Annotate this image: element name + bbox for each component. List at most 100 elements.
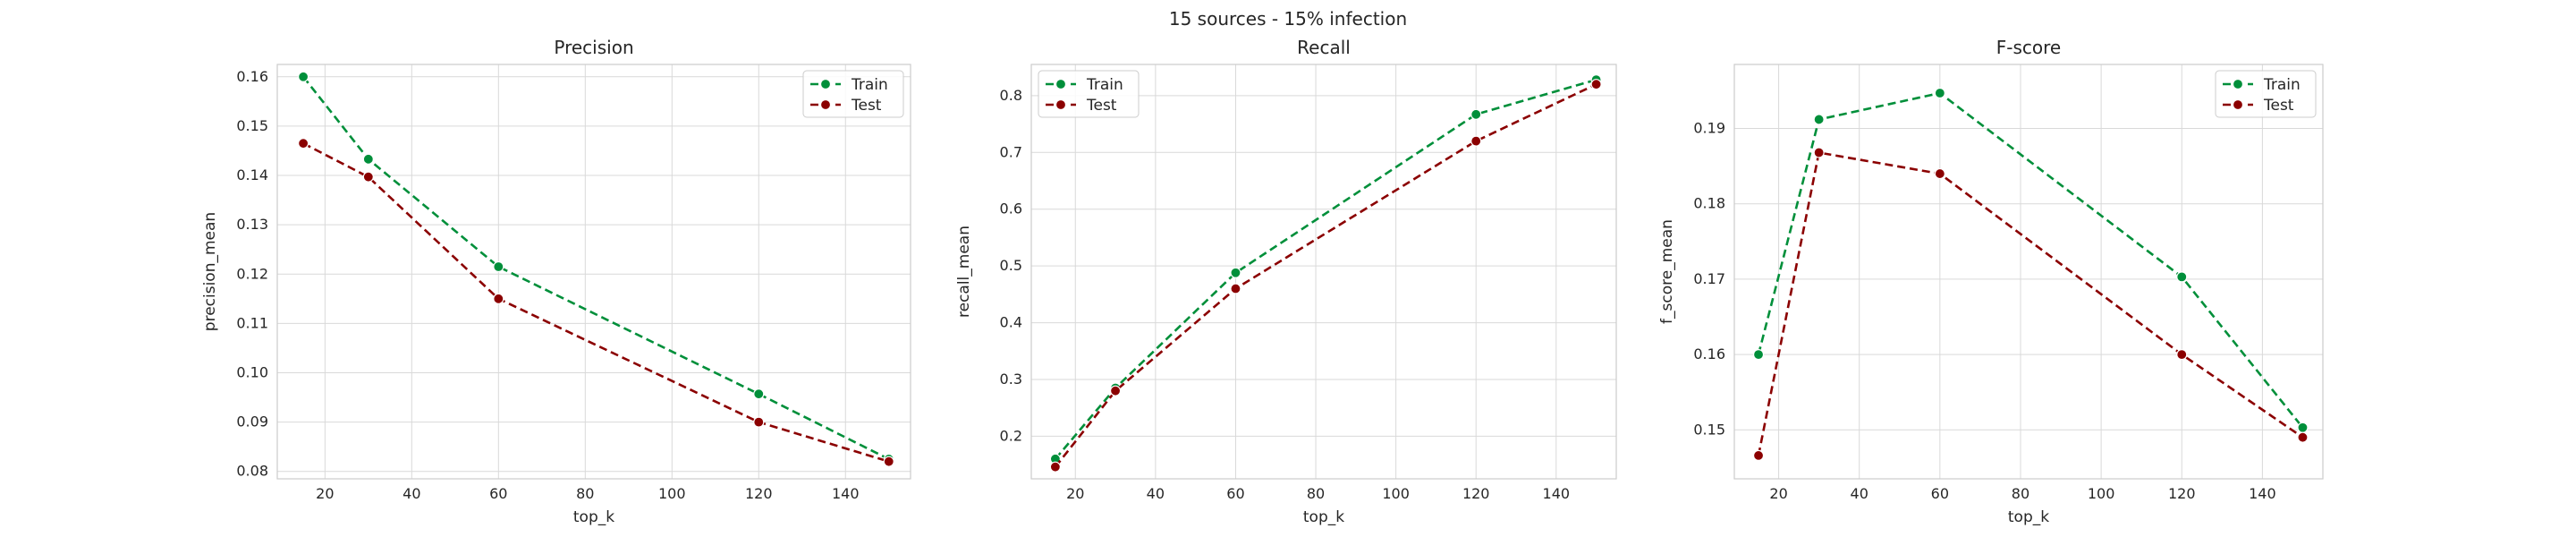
recall-xtick-label: 140 — [1543, 485, 1571, 502]
precision-ytick-label: 0.16 — [236, 68, 268, 85]
precision-ytick-label: 0.11 — [236, 314, 268, 331]
chart-precision: 20 40 60 80 100 120 140 0.08 0.09 0.10 0.11 0.12 0.1… — [201, 37, 911, 526]
precision-title: Precision — [554, 37, 633, 58]
recall-train-point — [1470, 108, 1482, 120]
recall-ytick-label: 0.2 — [1000, 427, 1022, 444]
precision-test-point — [362, 171, 374, 183]
f-score-legend-test-label: Test — [2263, 97, 2294, 115]
f-score-train-point — [1752, 349, 1765, 361]
precision-test-point — [493, 293, 504, 304]
precision-ytick-label: 0.09 — [236, 413, 268, 430]
precision-legend: Train Test — [802, 70, 904, 118]
f-score-xtick-label: 100 — [2088, 485, 2115, 502]
f-score-xtick-label: 140 — [2249, 485, 2276, 502]
recall-xlabel: top_k — [1303, 508, 1344, 526]
recall-ytick-label: 0.6 — [1000, 200, 1022, 217]
chart-recall: 20 40 60 80 100 120 140 0.2 0.3 0.4 0.5 0.6 0.7 0.8 Re… — [955, 37, 1617, 526]
precision-xtick-label: 100 — [658, 485, 686, 502]
recall-xtick-label: 80 — [1307, 485, 1325, 502]
f-score-legend: Train Test — [2215, 70, 2317, 118]
figure-suptitle: 15 sources - 15% infection — [1169, 8, 1407, 30]
f-score-xtick-label: 80 — [2012, 485, 2029, 502]
recall-legend-test-marker — [1055, 98, 1067, 111]
precision-xtick-label: 140 — [832, 485, 860, 502]
recall-series-train-line — [1054, 78, 1597, 460]
precision-train-point — [753, 388, 765, 400]
precision-ytick-label: 0.10 — [236, 363, 268, 380]
precision-ytick-label: 0.12 — [236, 265, 268, 282]
f-score-test-point — [1813, 147, 1825, 158]
recall-xtick-label: 100 — [1382, 485, 1410, 502]
f-score-series-test-line — [1757, 151, 2304, 456]
precision-legend-train-marker — [819, 78, 832, 90]
f-score-train-point — [2297, 422, 2309, 433]
f-score-xtick-label: 40 — [1851, 485, 1868, 502]
f-score-ytick-label: 0.15 — [1693, 421, 1725, 438]
f-score-legend-test-marker — [2232, 98, 2244, 111]
recall-xtick-label: 60 — [1226, 485, 1244, 502]
precision-xtick-label: 80 — [576, 485, 594, 502]
f-score-test-point — [1934, 167, 1945, 180]
f-score-xtick-label: 120 — [2168, 485, 2196, 502]
precision-legend-train-label: Train — [851, 76, 888, 94]
recall-title: Recall — [1297, 37, 1351, 58]
recall-test-point — [1470, 135, 1482, 147]
recall-test-point — [1230, 283, 1241, 294]
recall-ytick-label: 0.7 — [1000, 143, 1022, 160]
precision-series-test-line — [302, 142, 890, 463]
f-score-legend-train-label: Train — [2263, 76, 2301, 94]
f-score-title: F-score — [1996, 37, 2061, 58]
f-score-xlabel: top_k — [2008, 508, 2049, 526]
recall-series-test-line — [1054, 83, 1597, 468]
f-score-series-train-line — [1757, 91, 2304, 429]
recall-ytick-label: 0.8 — [1000, 87, 1022, 104]
chart-f-score: 20 40 60 80 100 120 140 0.15 0.16 0.17 0.18 0.19 F-s… — [1658, 37, 2324, 526]
recall-ytick-label: 0.5 — [1000, 257, 1022, 274]
precision-xtick-label: 120 — [745, 485, 773, 502]
f-score-ytick-label: 0.16 — [1693, 345, 1725, 362]
precision-train-point — [362, 153, 374, 165]
f-score-legend-train-marker — [2232, 78, 2244, 90]
recall-frame — [1030, 64, 1617, 480]
precision-ytick-label: 0.13 — [236, 216, 268, 233]
precision-test-point — [883, 456, 894, 467]
f-score-test-point — [2176, 349, 2188, 361]
precision-train-point — [297, 71, 309, 82]
precision-train-point — [493, 260, 504, 273]
recall-train-point — [1230, 267, 1241, 278]
precision-ytick-label: 0.08 — [236, 463, 268, 480]
f-score-test-point — [1752, 449, 1765, 462]
recall-legend-train-marker — [1055, 78, 1067, 90]
f-score-ylabel: f_score_mean — [1658, 219, 1676, 324]
precision-xtick-label: 60 — [489, 485, 507, 502]
precision-xtick-label: 20 — [316, 485, 334, 502]
f-score-train-point — [1813, 114, 1825, 125]
recall-test-point — [1590, 79, 1602, 90]
f-score-ytick-label: 0.17 — [1693, 270, 1725, 287]
precision-legend-test-label: Test — [851, 97, 882, 115]
precision-ytick-label: 0.14 — [236, 166, 268, 183]
precision-test-point — [297, 138, 309, 149]
f-score-train-point — [1934, 87, 1945, 99]
f-score-xtick-label: 60 — [1931, 485, 1949, 502]
precision-series-train-line — [302, 75, 890, 461]
f-score-test-point — [2297, 431, 2309, 443]
precision-test-point — [753, 416, 765, 428]
recall-xtick-label: 20 — [1066, 485, 1084, 502]
f-score-train-point — [2176, 271, 2188, 283]
recall-legend: Train Test — [1038, 70, 1140, 118]
recall-ylabel: recall_mean — [955, 226, 973, 318]
recall-legend-test-label: Test — [1086, 97, 1117, 115]
f-score-xtick-label: 20 — [1769, 485, 1787, 502]
precision-xtick-label: 40 — [402, 485, 420, 502]
precision-ytick-label: 0.15 — [236, 117, 268, 134]
f-score-frame — [1733, 64, 2324, 480]
precision-frame — [276, 64, 911, 480]
recall-xtick-label: 120 — [1462, 485, 1490, 502]
recall-test-point — [1049, 461, 1061, 473]
recall-xtick-label: 40 — [1147, 485, 1165, 502]
f-score-ytick-label: 0.18 — [1693, 195, 1725, 212]
recall-ytick-label: 0.3 — [1000, 371, 1022, 388]
precision-xlabel: top_k — [573, 508, 614, 526]
